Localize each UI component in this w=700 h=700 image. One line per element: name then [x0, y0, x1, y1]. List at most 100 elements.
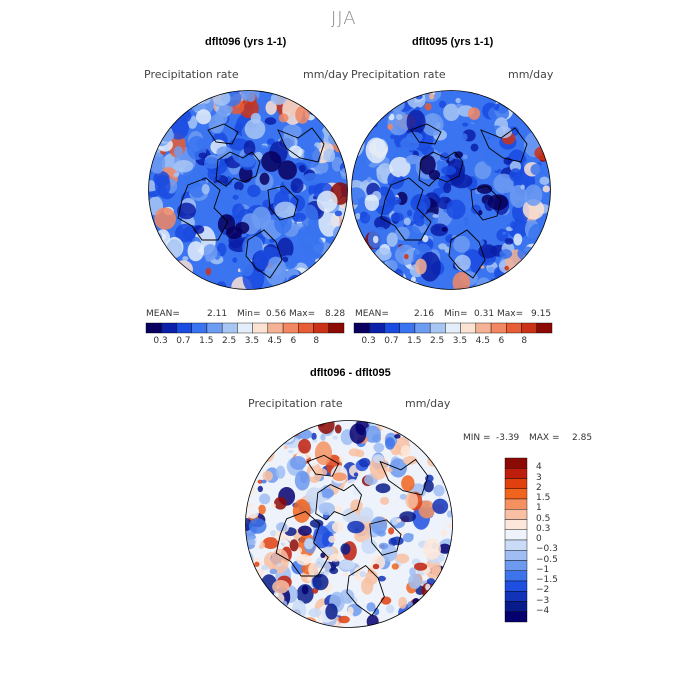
precip-cell	[539, 244, 549, 258]
colorbar-tick-label: 8	[313, 336, 320, 346]
precip-cell	[232, 257, 238, 263]
colorbar-swatch	[267, 322, 284, 334]
precip-cell	[332, 102, 343, 111]
precip-cell	[179, 280, 184, 284]
precip-cell	[245, 598, 252, 603]
difference-tick-label: 0.3	[536, 523, 551, 534]
precip-cell	[148, 111, 162, 124]
precip-cell	[342, 121, 348, 130]
precip-cell	[394, 226, 410, 241]
precip-cell	[325, 603, 338, 620]
colorbar-swatch	[504, 539, 528, 551]
precip-cell	[245, 479, 256, 498]
precip-cell	[379, 275, 394, 288]
colorbar-swatch	[221, 322, 238, 334]
panel2-max-value: 9.15	[531, 309, 552, 319]
precip-cell	[499, 249, 513, 259]
precip-cell	[450, 173, 473, 189]
precip-cell	[427, 454, 439, 467]
precip-cell	[299, 99, 304, 106]
precip-cell	[441, 452, 453, 465]
precip-cell	[390, 134, 396, 140]
precip-cell	[407, 91, 426, 109]
panel2-units: mm/day	[508, 68, 554, 81]
precip-cell	[253, 537, 261, 547]
precip-cell	[386, 232, 398, 247]
precip-cell	[433, 438, 442, 446]
difference-tick-label: 1.5	[536, 493, 551, 503]
precip-cell	[386, 604, 395, 614]
precip-cell	[503, 157, 512, 165]
precip-cell	[376, 530, 386, 537]
panel1-max-label: Max=	[289, 309, 316, 319]
precip-cell	[284, 422, 291, 430]
precip-cell	[438, 100, 447, 109]
precip-cell	[245, 457, 254, 465]
precip-cell	[369, 259, 381, 271]
precip-cell	[148, 91, 158, 115]
precip-cell	[270, 548, 289, 574]
colorbar-tick-label: 2.5	[429, 336, 445, 346]
precip-cell	[247, 539, 256, 545]
precip-cell	[401, 475, 415, 492]
precip-cell	[378, 542, 389, 550]
precip-cell	[426, 578, 436, 585]
precip-cell	[235, 221, 250, 234]
precip-cell	[452, 271, 471, 290]
coastline	[410, 123, 442, 145]
precip-cell	[274, 602, 280, 608]
precip-cell	[474, 161, 492, 180]
precip-cell	[406, 109, 426, 135]
precip-cell	[540, 236, 551, 251]
precip-cell	[432, 612, 443, 624]
coastline	[380, 177, 432, 241]
precip-cell	[277, 428, 284, 434]
precip-cell	[174, 260, 193, 279]
colorbar-tick-label: 3.5	[244, 336, 260, 346]
precip-cell	[380, 96, 392, 111]
panel1-colorbar	[145, 322, 345, 334]
precip-cell	[269, 238, 275, 243]
precip-cell	[302, 173, 321, 186]
precip-cell	[276, 237, 294, 260]
precip-cell	[441, 227, 448, 232]
panel3-min-label: MIN =	[463, 433, 491, 443]
precip-cell	[221, 197, 233, 212]
precip-cell	[399, 176, 404, 181]
precip-cell	[359, 507, 374, 523]
precip-cell	[312, 439, 318, 443]
precip-cell	[162, 256, 168, 262]
precip-cell	[478, 244, 498, 259]
precip-cell	[261, 597, 277, 616]
coastline	[267, 185, 299, 221]
colorbar-swatch	[298, 322, 314, 334]
precip-cell	[340, 167, 348, 180]
precip-cell	[282, 623, 290, 628]
panel1-max-value: 8.28	[325, 309, 346, 319]
precip-cell	[328, 535, 337, 544]
precip-cell	[376, 166, 385, 175]
precip-cell	[278, 160, 297, 180]
precip-cell	[517, 246, 536, 261]
precip-cell	[399, 493, 408, 500]
panel1-units: mm/day	[303, 68, 349, 81]
precip-cell	[504, 265, 510, 271]
colorbar-tick-label: 1.5	[407, 336, 422, 346]
precip-cell	[299, 93, 307, 100]
precip-cell	[396, 518, 402, 523]
precip-cell	[369, 94, 375, 102]
precip-cell	[483, 147, 500, 167]
difference-tick-label: −0.3	[536, 544, 558, 555]
precip-cell	[323, 148, 336, 163]
colorbar-tick-label: 0.3	[361, 336, 376, 346]
precip-cell	[338, 615, 350, 624]
colorbar-swatch	[252, 322, 269, 334]
precip-cell	[173, 146, 183, 158]
precip-cell	[156, 97, 166, 110]
precip-cell	[246, 90, 256, 102]
precip-cell	[478, 210, 483, 216]
precip-cell	[264, 436, 271, 444]
precip-cell	[441, 447, 453, 462]
precip-cell	[404, 253, 409, 260]
precip-cell	[327, 133, 341, 145]
